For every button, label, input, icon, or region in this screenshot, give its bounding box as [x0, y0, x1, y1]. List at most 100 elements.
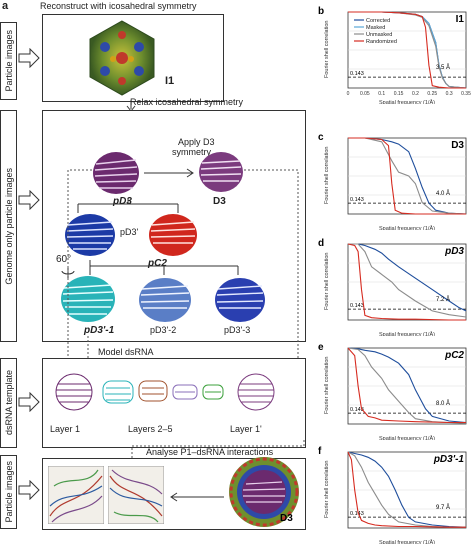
label-layer1prime: Layer 1'	[230, 424, 262, 434]
label-layers25: Layers 2–5	[128, 424, 173, 434]
pd3p2-map	[139, 278, 191, 322]
threshold-label: 0.143	[350, 197, 364, 203]
analyse-caption: Analyse P1–dsRNA interactions	[146, 447, 274, 457]
x-tick-label: 0.15	[394, 91, 404, 97]
fsc-series-unmasked	[348, 243, 467, 318]
resolution-label: 9.7 Å	[436, 504, 450, 511]
resolution-label: 7.2 Å	[436, 296, 450, 303]
fsc-series-corrected	[348, 243, 467, 312]
fsc-title-b: I1	[456, 14, 465, 25]
fsc-series-randomized	[348, 137, 466, 215]
x-tick-label: 0.35	[461, 91, 471, 97]
label-i1: I1	[165, 75, 175, 87]
x-tick-label: 0.3	[446, 91, 453, 97]
relax-caption: Relax icosahedral symmetry	[130, 97, 244, 107]
panel-letter-b: b	[318, 6, 324, 17]
panel-letter-f: f	[318, 446, 322, 457]
x-tick-label: 0.25	[427, 91, 437, 97]
label-layer1: Layer 1	[50, 424, 81, 434]
i1-box: I1	[42, 14, 224, 102]
x-tick-label: 0.05	[360, 91, 370, 97]
fsc-panel-e: 0.143 Fourier shell correlation Spatial fr…	[318, 342, 467, 440]
y-axis-label: Fourier shell correlation	[324, 253, 330, 310]
label-angle: 60°	[56, 254, 72, 265]
interaction-closeup-1	[48, 466, 104, 524]
resolution-label: 8.0 Å	[436, 400, 450, 407]
threshold-label: 0.143	[350, 511, 364, 517]
fsc-panel-c: 0.143 Fourier shell correlation Spatial fr…	[318, 132, 467, 230]
legend-label: Masked	[366, 25, 385, 31]
block-arrow-icon	[18, 190, 40, 210]
label-pd3p1: pD3'-1	[84, 325, 115, 336]
fsc-title-c: D3	[451, 140, 464, 151]
apply-caption-2: symmetry	[172, 147, 211, 157]
x-tick-label: 0	[347, 91, 350, 97]
x-axis-label: Spatial frequency (1/Å)	[379, 331, 435, 336]
panel-letter-d: d	[318, 238, 324, 249]
layer2-map	[102, 380, 134, 404]
icosahedral-map	[89, 20, 155, 96]
y-axis-label: Fourier shell correlation	[324, 461, 330, 518]
legend-label: Unmasked	[366, 32, 392, 38]
block-arrow-icon	[18, 48, 40, 68]
label-pd3: pD3	[113, 196, 132, 207]
label-pc2: pC2	[148, 258, 167, 269]
layer1prime-map	[237, 373, 275, 411]
fsc-series-randomized	[347, 243, 466, 321]
side-label-dsrna: dsRNA template	[0, 358, 17, 448]
pd3p3-map	[215, 278, 265, 322]
arrow-left-icon	[170, 492, 224, 502]
y-axis-label: Fourier shell correlation	[324, 21, 330, 78]
pd3prime-map	[65, 214, 115, 256]
side-label-particle-images-2: Particle images	[0, 455, 17, 529]
layer5-map	[202, 384, 224, 400]
x-tick-label: 0.1	[378, 91, 385, 97]
side-label-genome: Genome only particle images	[0, 110, 17, 342]
panel-a-letter: a	[2, 0, 9, 12]
layer1-map	[55, 373, 93, 411]
fsc-panel-b: 0.143 Fourier shell correlation Spatial fr…	[318, 6, 471, 104]
threshold-label: 0.143	[350, 303, 364, 309]
y-axis-label: Fourier shell correlation	[324, 147, 330, 204]
legend-label: Corrected	[366, 18, 390, 24]
model-caption: Model dsRNA	[98, 347, 154, 357]
fsc-panel-f: 0.143 Fourier shell correlation Spatial fr…	[318, 446, 467, 544]
pd3p1-map	[61, 276, 115, 322]
dashed-connector-analyse	[131, 440, 305, 458]
d3-bottom-map	[229, 457, 299, 527]
pc2-map	[149, 214, 197, 256]
label-pd3prime: pD3'	[120, 227, 139, 237]
block-arrow-icon	[18, 480, 40, 500]
fsc-panel-d: 0.143 Fourier shell correlation Spatial fr…	[318, 238, 467, 336]
branch-connector-2	[89, 260, 239, 275]
side-label-particle-images: Particle images	[0, 22, 17, 100]
layer4-map	[172, 384, 198, 400]
y-axis-label: Fourier shell correlation	[324, 357, 330, 414]
top-caption: Reconstruct with icosahedral symmetry	[40, 1, 197, 11]
label-pd3p2: pD3'-2	[150, 325, 177, 335]
fsc-series-randomized	[347, 347, 466, 424]
legend-label: Randomized	[366, 39, 397, 45]
layer3-map	[138, 380, 168, 402]
x-axis-label: Spatial frequency (1/Å)	[379, 435, 435, 440]
resolution-label: 4.0 Å	[436, 190, 450, 197]
x-axis-label: Spatial frequency (1/Å)	[379, 225, 435, 230]
fsc-title-e: pC2	[444, 350, 464, 361]
fsc-title-d: pD3	[444, 246, 464, 257]
interaction-closeup-2	[108, 466, 164, 524]
d3-map	[199, 152, 243, 192]
fsc-series-unmasked	[348, 137, 467, 215]
panel-letter-c: c	[318, 132, 324, 143]
block-arrow-icon	[18, 392, 40, 412]
pd3-map	[93, 152, 139, 194]
resolution-label: 3.5 Å	[436, 64, 450, 71]
label-d3-bottom: D3	[280, 513, 293, 524]
x-axis-label: Spatial frequency (1/Å)	[379, 99, 435, 104]
fsc-series-corrected	[347, 451, 467, 528]
fsc-series-randomized	[348, 11, 466, 89]
x-axis-label: Spatial frequency (1/Å)	[379, 539, 435, 544]
branch-connector	[77, 198, 179, 213]
label-d3: D3	[213, 196, 226, 207]
apply-caption-1: Apply D3	[178, 137, 215, 147]
x-tick-label: 0.2	[412, 91, 419, 97]
